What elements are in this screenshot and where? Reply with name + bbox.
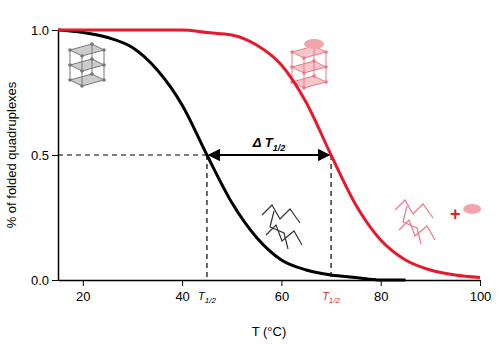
x-tick: 60 xyxy=(275,280,289,304)
subscript: 1/2 xyxy=(273,143,286,153)
x-tick-label: 100 xyxy=(470,289,492,304)
subscript: 1/2 xyxy=(205,296,217,305)
icon-strand xyxy=(70,50,71,80)
x-tick: 20 xyxy=(76,280,90,304)
tetrad xyxy=(292,61,326,73)
y-tick-mark xyxy=(52,155,58,156)
icon-strand xyxy=(395,200,433,218)
y-tick-mark xyxy=(52,30,58,31)
x-axis-title: T (°C) xyxy=(252,324,287,339)
y-tick: 0.5 xyxy=(31,148,58,163)
x-tick: 100 xyxy=(470,280,492,304)
y-axis: 0.0 0.5 1.0 xyxy=(31,23,59,288)
subscript: 1/2 xyxy=(329,296,341,305)
y-tick-label: 1.0 xyxy=(31,23,49,38)
tetrad xyxy=(70,59,104,71)
y-tick-label: 0.5 xyxy=(31,148,49,163)
melting-curve xyxy=(58,30,480,278)
x-axis-line xyxy=(59,280,481,282)
icon-strand xyxy=(304,58,305,88)
delta-label: Δ T1/2 xyxy=(252,135,285,153)
ligand-icon xyxy=(463,204,481,214)
x-tick: 80 xyxy=(374,280,388,304)
annotations: T1/2T1/2Δ T1/2+ xyxy=(198,135,460,305)
tetrad xyxy=(70,74,104,86)
y-tick: 1.0 xyxy=(31,23,58,38)
x-tick-label: 60 xyxy=(275,289,289,304)
x-tick-mark xyxy=(182,280,183,286)
x-tick-mark xyxy=(281,280,282,286)
icon-strand xyxy=(82,56,83,86)
x-tick-mark xyxy=(480,280,481,286)
y-tick: 0.0 xyxy=(31,273,58,288)
quadruplex-icon xyxy=(68,42,106,88)
x-tick-label: 20 xyxy=(76,289,90,304)
unfolded-icon xyxy=(262,205,302,249)
icon-strand xyxy=(270,211,288,249)
t-half-line xyxy=(330,155,331,280)
icon-strand xyxy=(314,46,315,76)
y-tick-mark xyxy=(52,280,58,281)
y-tick-label: 0.0 xyxy=(31,273,49,288)
melting-curve xyxy=(58,30,406,280)
x-tick-label: 40 xyxy=(175,289,189,304)
icon-strand xyxy=(104,50,105,80)
unfolded-icon xyxy=(395,200,435,244)
x-tick-label: 80 xyxy=(374,289,388,304)
tetrad xyxy=(70,44,104,56)
y-axis-title: % of folded quadruplexes xyxy=(4,81,19,228)
ligand-icon xyxy=(304,39,324,49)
icons xyxy=(68,39,481,249)
icon-strand xyxy=(92,44,93,74)
t-half-label: T1/2 xyxy=(198,290,216,305)
x-tick: 40 xyxy=(175,280,189,304)
plus-sign: + xyxy=(450,204,461,224)
half-line xyxy=(58,154,331,155)
t-half-label: T1/2 xyxy=(322,290,340,305)
icon-strand xyxy=(262,205,300,223)
delta-arrow xyxy=(209,154,329,156)
delta-main: Δ T xyxy=(252,135,274,150)
icon-strand xyxy=(326,52,327,82)
x-tick-mark xyxy=(83,280,84,286)
t-half-line xyxy=(206,155,207,280)
guides xyxy=(58,155,331,280)
plot-area xyxy=(58,30,480,280)
x-axis: 20 40 60 80 100 xyxy=(59,280,492,304)
icon-strand xyxy=(403,206,421,244)
chart: 20 40 60 80 100 0.0 0.5 1.0 T (°C) % of folded qu… xyxy=(0,0,502,350)
